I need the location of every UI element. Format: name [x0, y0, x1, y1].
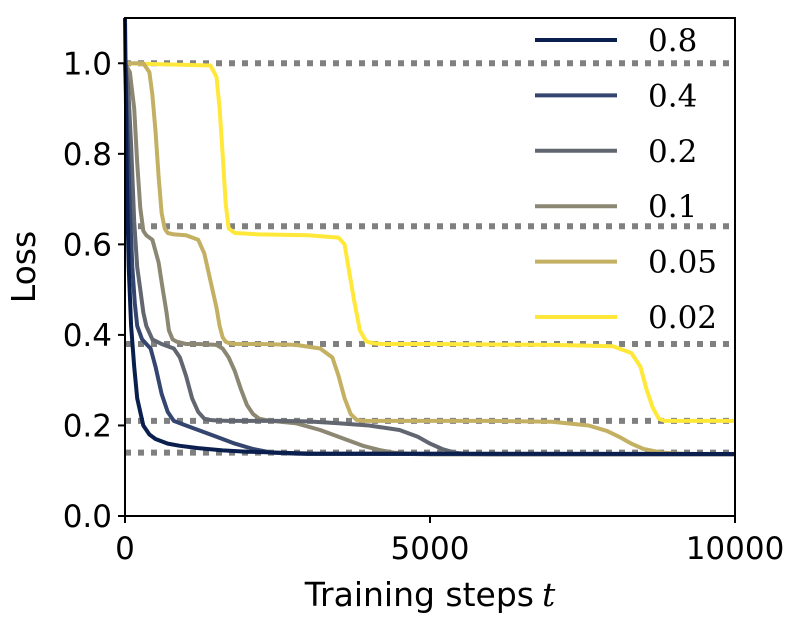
series-line-0.02 — [124, 61, 735, 423]
legend-label-0.1: 0.1 — [648, 189, 697, 225]
series-line-0.8 — [123, 17, 736, 456]
y-tick-label: 0.8 — [63, 137, 112, 173]
y-tick-label: 0.0 — [63, 499, 112, 535]
legend-label-0.02: 0.02 — [648, 300, 717, 336]
series-line-0.2 — [123, 63, 735, 457]
legend-label-0.8: 0.8 — [648, 23, 697, 59]
series-line-0.1 — [123, 62, 735, 457]
series-line-0.05 — [125, 61, 735, 456]
y-axis-label: Loss — [4, 231, 43, 303]
y-tick-label: 1.0 — [63, 46, 112, 82]
y-tick-label: 0.4 — [63, 318, 112, 354]
x-tick-label: 10000 — [686, 531, 785, 567]
y-tick-label: 0.2 — [63, 408, 112, 444]
legend: 0.8 0.4 0.2 0.1 0.05 0.02 — [535, 23, 717, 336]
series-line-0.4 — [123, 63, 735, 456]
x-tick-label: 0 — [115, 531, 135, 567]
series-lines — [123, 17, 736, 457]
legend-label-0.2: 0.2 — [648, 134, 697, 170]
y-tick-label: 0.6 — [63, 227, 112, 263]
x-axis-label: Training steps t — [304, 575, 556, 614]
legend-label-0.05: 0.05 — [648, 245, 717, 281]
reference-lines — [125, 60, 735, 456]
x-tick-label: 5000 — [391, 531, 470, 567]
axis-ticks: 0 5000 10000 0.0 0.2 0.4 0.6 0.8 1.0 — [63, 46, 785, 567]
legend-label-0.4: 0.4 — [648, 78, 697, 114]
